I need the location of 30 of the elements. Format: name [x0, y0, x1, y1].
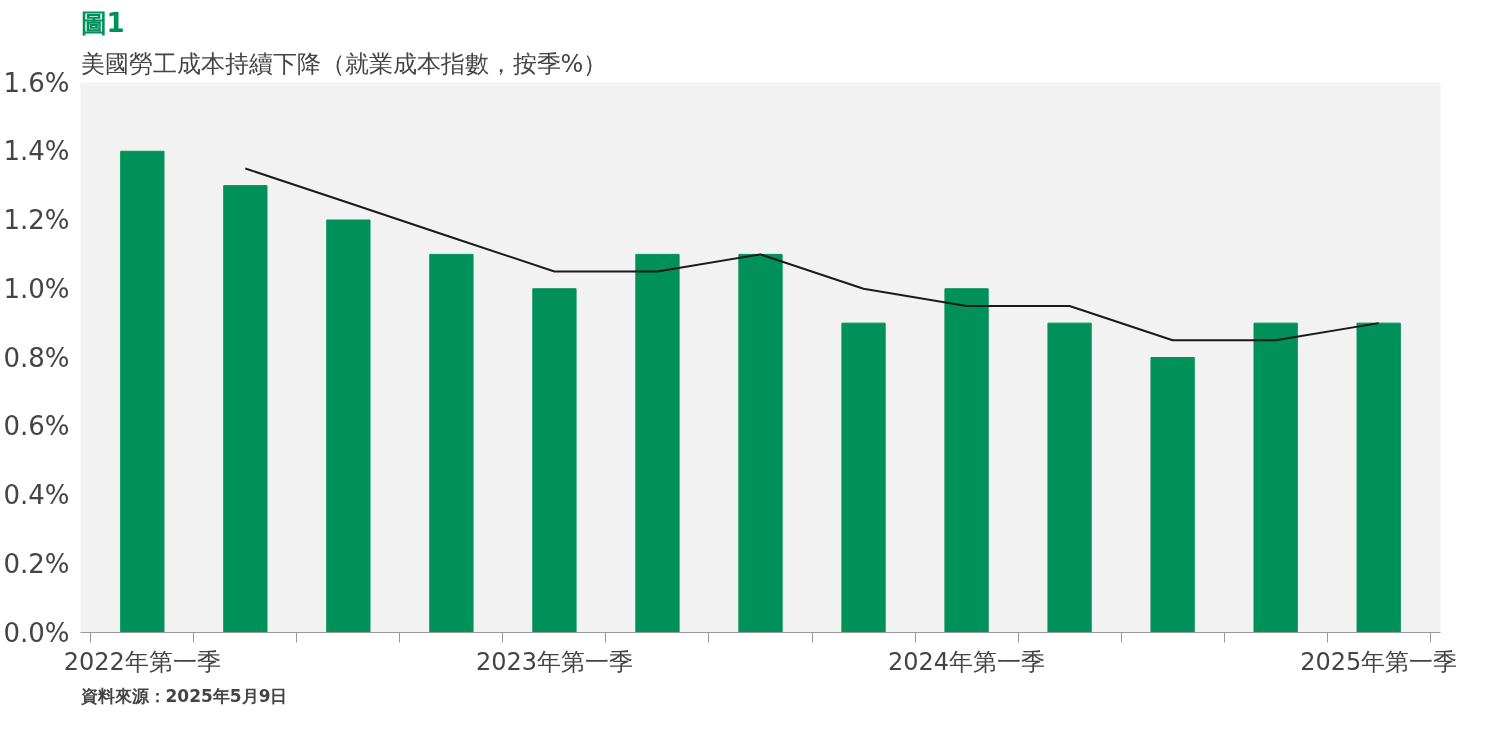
y-tick-label: 0.8% — [3, 342, 70, 373]
y-tick-label: 1.0% — [3, 273, 70, 304]
y-tick-label: 0.4% — [3, 480, 70, 510]
x-tick-label: 2022年第一季 — [63, 647, 221, 676]
y-tick-label: 1.2% — [3, 205, 70, 235]
bar — [944, 288, 989, 633]
x-tick-label: 2024年第一季 — [888, 647, 1046, 676]
chart-subtitle: 美國勞工成本持續下降（就業成本指數，按季%） — [80, 49, 608, 78]
y-tick-label: 0.2% — [3, 548, 70, 579]
bar — [1047, 322, 1092, 633]
bar — [1253, 322, 1298, 633]
line-series — [244, 167, 1380, 342]
y-tick-label: 0.0% — [3, 617, 70, 648]
bar — [1150, 357, 1195, 633]
bar — [635, 253, 680, 633]
bar — [429, 253, 474, 633]
y-tick-label: 1.4% — [3, 136, 70, 167]
bar — [326, 219, 371, 633]
y-tick-label: 0.6% — [3, 411, 70, 442]
bar — [841, 322, 886, 633]
bar — [738, 253, 783, 633]
bar — [223, 185, 268, 633]
bar — [1356, 322, 1401, 633]
source-note: 資料來源：2025年5月9日 — [79, 685, 288, 706]
x-tick-label: 2023年第一季 — [475, 647, 633, 676]
chart-title: 圖1 — [80, 7, 125, 38]
bar — [120, 150, 165, 633]
bar — [532, 288, 577, 633]
x-tick-label: 2025年第一季 — [1300, 647, 1458, 676]
y-tick-label: 1.6% — [3, 67, 70, 98]
